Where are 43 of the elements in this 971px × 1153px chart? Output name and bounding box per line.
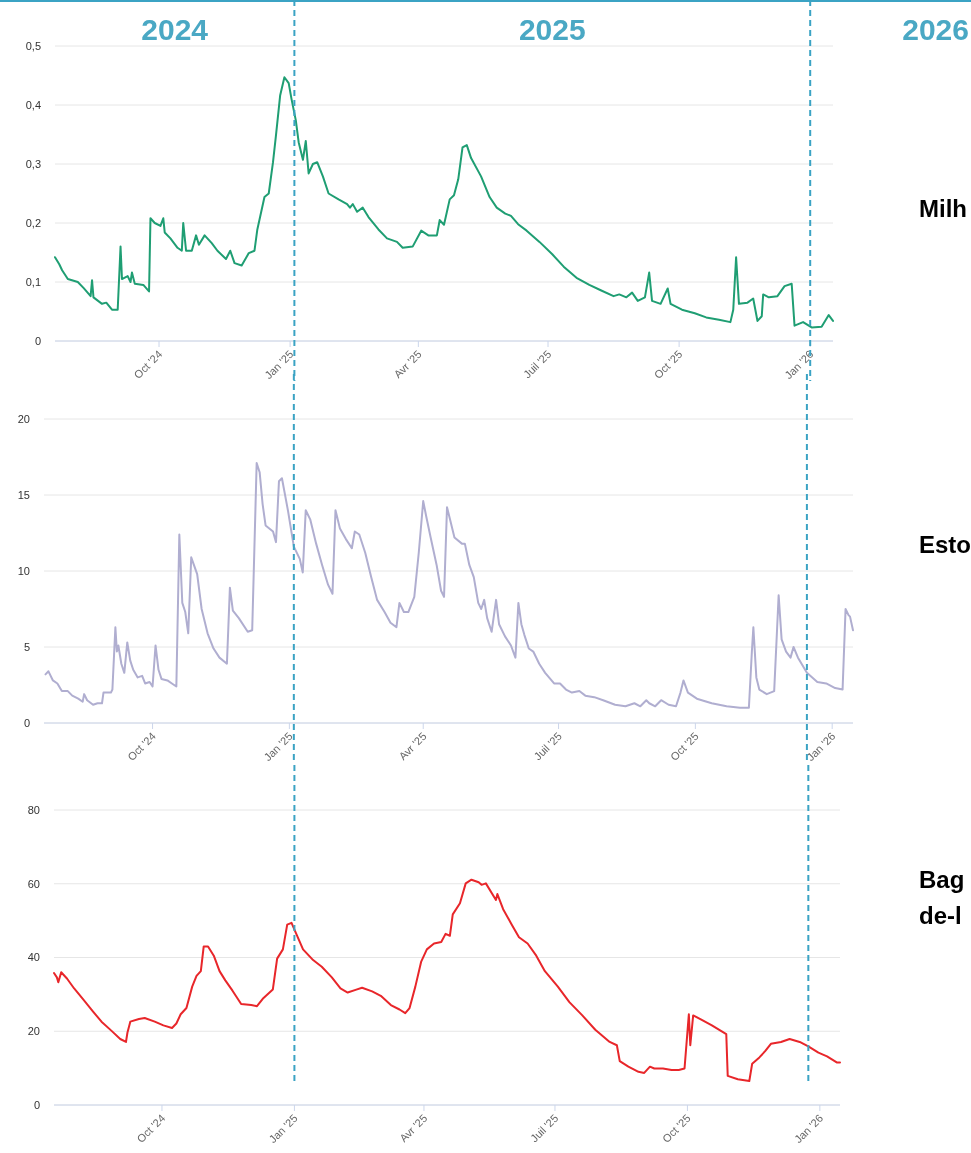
x-tick-label: Oct '25 bbox=[651, 347, 685, 381]
x-tick-label: Avr '25 bbox=[391, 347, 424, 381]
y-tick-label: 20 bbox=[27, 1025, 40, 1038]
y-tick-label: 10 bbox=[17, 564, 30, 577]
x-tick-label: Oct '24 bbox=[134, 1111, 168, 1145]
y-tick-label: 5 bbox=[23, 640, 30, 653]
y-tick-label: 15 bbox=[17, 488, 30, 501]
line-series bbox=[53, 878, 841, 1083]
line-series bbox=[54, 76, 834, 329]
x-tick-label: Juil '25 bbox=[531, 729, 564, 763]
x-tick-label: Oct '24 bbox=[125, 729, 158, 763]
y-tick-label: 80 bbox=[27, 803, 40, 816]
y-tick-label: 60 bbox=[27, 877, 40, 890]
x-tick-label: Jan '26 bbox=[804, 729, 838, 764]
x-tick-label: Avr '25 bbox=[397, 1111, 430, 1145]
y-tick-label: 0,5 bbox=[25, 39, 41, 52]
x-tick-label: Jan '25 bbox=[266, 1111, 300, 1146]
x-tick-label: Jan '25 bbox=[261, 729, 295, 764]
x-tick-label: Jan '25 bbox=[262, 347, 296, 382]
x-tick-label: Juil '25 bbox=[527, 1111, 561, 1145]
text: Esto bbox=[919, 531, 971, 558]
y-tick-label: 20 bbox=[17, 412, 30, 425]
y-tick-label: 40 bbox=[27, 951, 40, 964]
text: 2026 bbox=[902, 13, 969, 46]
annotation: 2025 bbox=[518, 13, 586, 46]
text: Milh bbox=[919, 195, 967, 222]
y-tick-label: 0 bbox=[33, 1098, 40, 1111]
y-tick-label: 0,1 bbox=[25, 275, 41, 288]
text: Bag de-l bbox=[919, 866, 965, 929]
y-tick-label: 0 bbox=[34, 334, 41, 347]
y-tick-label: 0 bbox=[23, 716, 30, 729]
x-tick-label: Jan '26 bbox=[791, 1111, 826, 1146]
x-tick-label: Oct '24 bbox=[131, 347, 165, 381]
x-tick-label: Oct '25 bbox=[659, 1111, 693, 1145]
x-tick-label: Juil '25 bbox=[520, 347, 554, 381]
x-tick-label: Jan '26 bbox=[782, 347, 816, 382]
x-tick-label: Avr '25 bbox=[396, 729, 429, 763]
x-tick-label: Oct '25 bbox=[667, 729, 701, 763]
y-tick-label: 0,3 bbox=[25, 157, 41, 170]
line-series bbox=[44, 462, 854, 709]
y-tick-label: 0,2 bbox=[25, 216, 41, 229]
annotation: 2024 bbox=[141, 13, 209, 46]
y-tick-label: 0,4 bbox=[25, 98, 41, 111]
